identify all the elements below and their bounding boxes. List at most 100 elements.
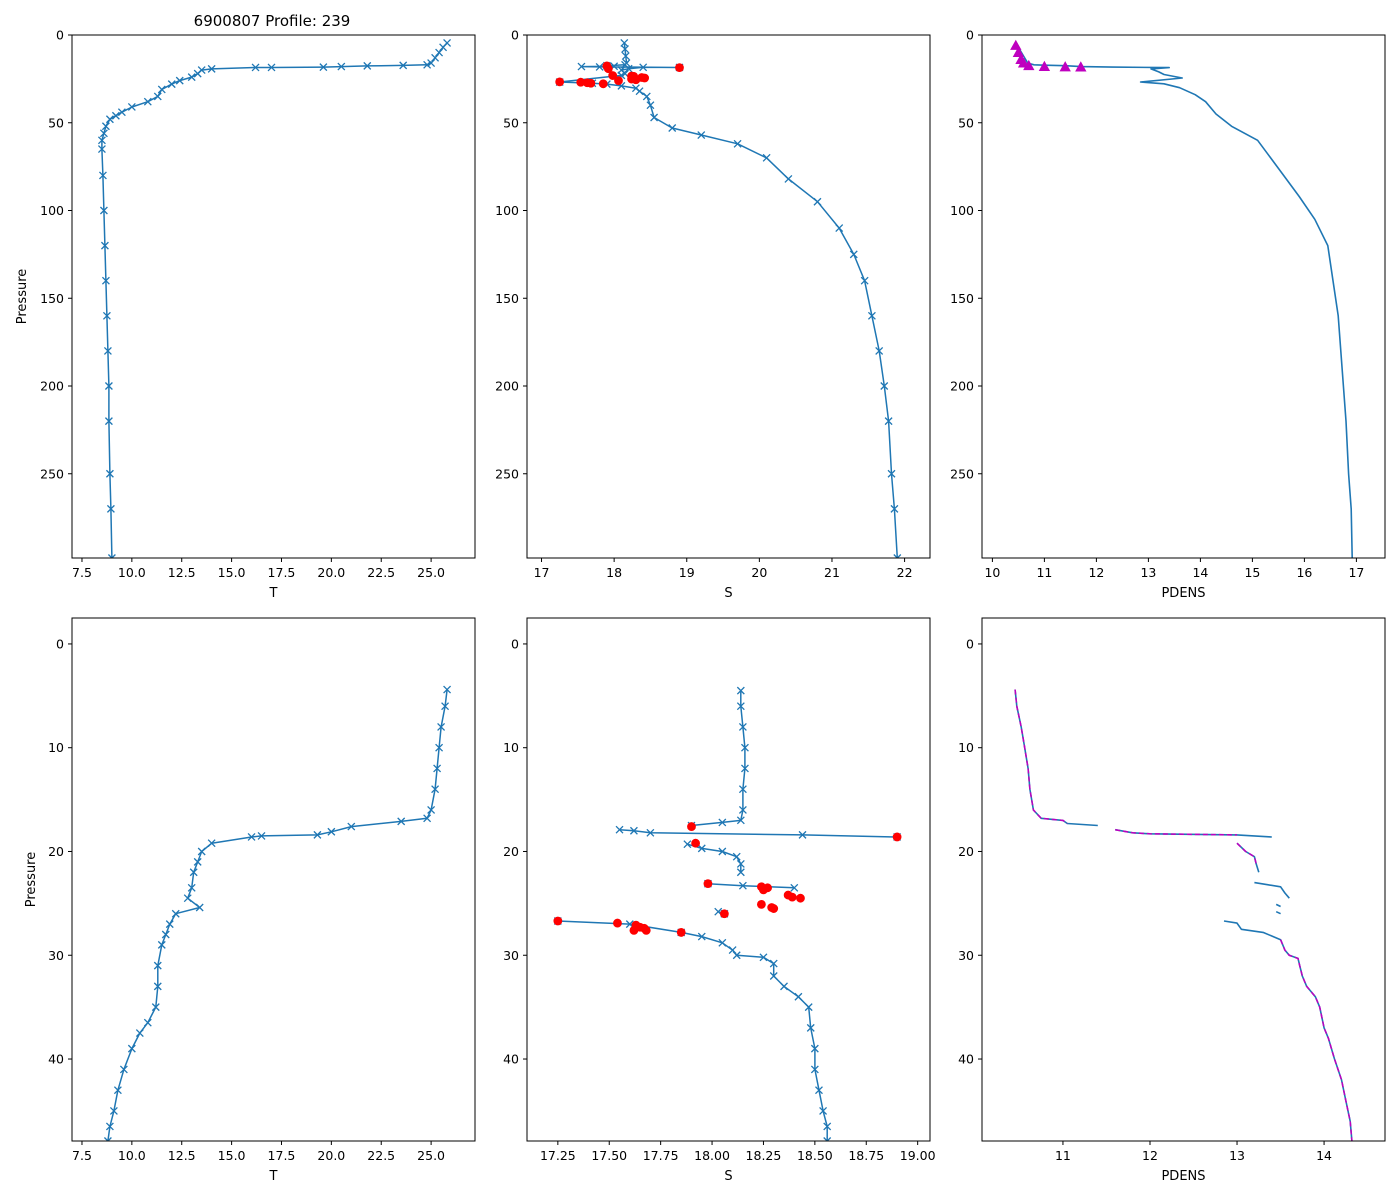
x-marker: [650, 113, 659, 122]
x-tick-label: 14: [1316, 1148, 1332, 1163]
x-marker: [893, 554, 902, 558]
x-marker: [111, 111, 120, 120]
x-marker: [794, 992, 803, 1001]
x-marker: [884, 417, 893, 426]
x-marker: [104, 417, 113, 426]
x-marker: [135, 1029, 144, 1038]
x-marker: [431, 785, 440, 794]
y-tick-label: 100: [495, 203, 519, 218]
dot-marker: [892, 832, 902, 842]
dot-marker: [787, 892, 797, 902]
x-marker: [207, 64, 216, 73]
dot-marker: [703, 879, 713, 889]
dot-marker: [640, 73, 650, 83]
y-tick-label: 100: [950, 203, 974, 218]
y-axis-label-pressure: Pressure: [15, 269, 30, 325]
x-marker: [187, 73, 196, 82]
x-marker: [736, 702, 745, 711]
axes-frame: [526, 34, 931, 559]
axes-frame: [526, 617, 931, 1142]
dot-marker: [598, 79, 608, 89]
x-marker: [117, 108, 126, 117]
x-tick-label: 13: [1140, 565, 1156, 580]
x-tick-label: 13: [1229, 1148, 1245, 1163]
x-marker: [784, 174, 793, 183]
x-marker: [732, 951, 741, 960]
x-marker: [119, 1065, 128, 1074]
x-marker: [427, 806, 436, 814]
x-marker: [437, 722, 446, 731]
x-tick-label: 18: [606, 565, 622, 580]
x-axis-label-t: T: [269, 1169, 278, 1184]
x-tick-label: 7.5: [72, 1148, 92, 1163]
x-marker: [759, 953, 768, 962]
x-marker: [97, 136, 106, 145]
x-marker: [733, 139, 742, 148]
series-s-0: [687, 686, 749, 830]
x-marker: [105, 115, 114, 124]
x-tick-label: 12.5: [168, 565, 196, 580]
x-marker: [887, 469, 896, 478]
x-marker: [175, 76, 184, 85]
x-tick-label: 25.0: [417, 565, 445, 580]
x-tick-label: 16: [1296, 565, 1312, 580]
x-marker: [193, 69, 202, 78]
x-tick-label: 17: [1348, 565, 1364, 580]
y-tick-label: 150: [950, 291, 974, 306]
x-tick-label: 18.25: [746, 1148, 782, 1163]
y-tick-label: 20: [958, 844, 974, 859]
x-marker: [98, 171, 107, 180]
series-pdens-flagged-8: [1115, 828, 1238, 836]
x-marker: [103, 1137, 112, 1141]
subplot-5: 17.25 17.50 17.75 18.00 18.25 18.50 18.75 19.00…: [503, 617, 936, 1184]
x-marker: [363, 61, 372, 70]
x-tick-label: 17: [534, 565, 550, 580]
x-marker: [427, 59, 436, 68]
x-tick-label: 17.50: [591, 1148, 627, 1163]
x-marker: [247, 832, 256, 841]
x-marker: [736, 868, 745, 877]
x-marker: [769, 972, 778, 980]
x-tick-label: 22: [897, 565, 913, 580]
x-marker: [157, 85, 166, 94]
x-tick-label: 20.0: [317, 1148, 345, 1163]
x-tick-label: 18.00: [694, 1148, 730, 1163]
x-marker: [435, 48, 444, 57]
x-marker: [790, 883, 799, 892]
x-marker: [127, 102, 136, 111]
dot-marker: [763, 883, 772, 893]
x-marker: [443, 685, 452, 694]
axes-frame: [981, 617, 1386, 1142]
x-axis-label-t: T: [269, 586, 278, 601]
x-marker: [337, 62, 346, 71]
y-tick-label: 100: [40, 203, 64, 218]
series-line: [1275, 910, 1281, 915]
x-tick-label: 22.5: [367, 565, 395, 580]
dot-marker: [586, 78, 596, 88]
x-marker: [257, 831, 266, 840]
series-pdens-flagged-7: [1014, 689, 1068, 825]
x-marker: [99, 206, 108, 215]
dot-marker: [769, 904, 779, 913]
y-tick-label: 150: [495, 291, 519, 306]
x-marker: [798, 830, 807, 839]
triangle-marker: [1038, 60, 1051, 71]
x-marker: [327, 827, 336, 836]
x-axis-label-pdens: PDENS: [1161, 1169, 1205, 1184]
x-marker: [646, 101, 655, 110]
x-tick-label: 25.0: [417, 1148, 445, 1163]
x-marker: [109, 1106, 118, 1115]
x-marker: [433, 764, 442, 773]
series-pdens-0: [1015, 42, 1353, 558]
series-line-dashed: [1115, 828, 1238, 836]
x-tick-label: 11: [1036, 565, 1052, 580]
dot-marker: [676, 928, 686, 937]
dot-marker: [603, 64, 613, 74]
x-marker: [823, 1122, 832, 1131]
x-marker: [738, 806, 747, 814]
x-marker: [197, 847, 206, 856]
x-tick-label: 15.0: [218, 1148, 246, 1163]
x-marker: [736, 686, 745, 695]
x-marker: [718, 818, 727, 827]
y-tick-label: 0: [56, 28, 64, 43]
